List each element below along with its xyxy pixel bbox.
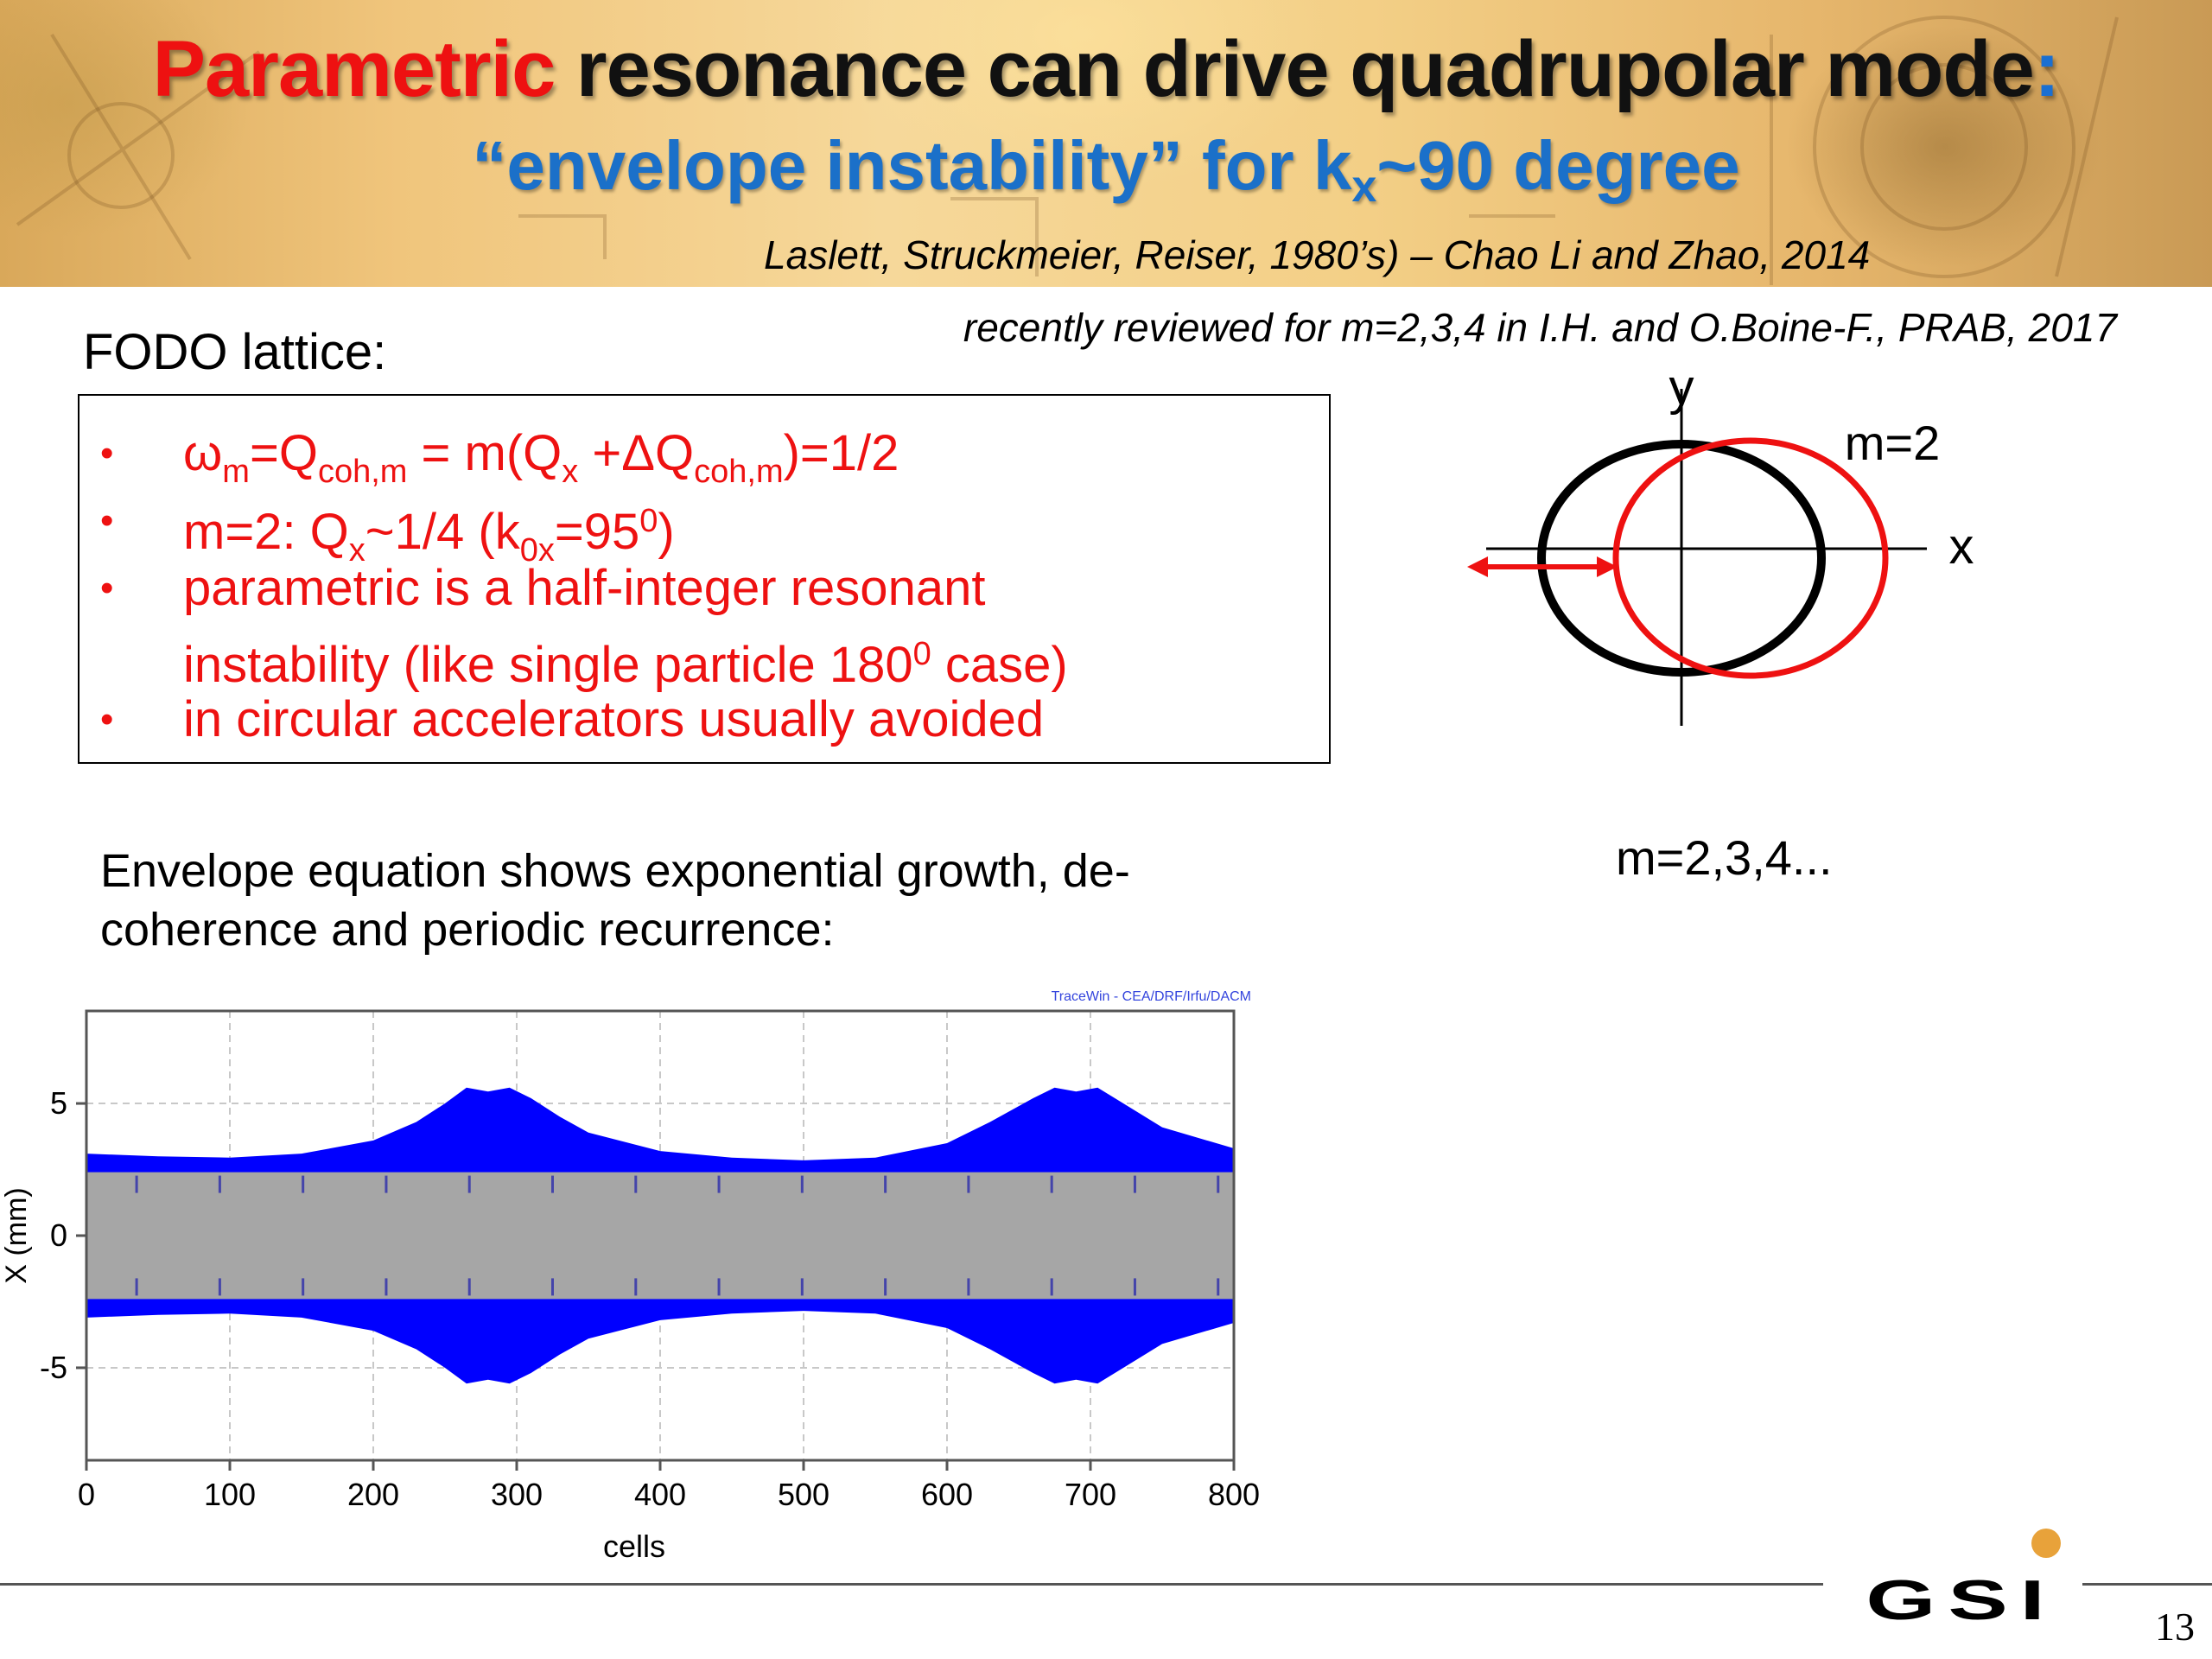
subtitle-sub: x	[1351, 162, 1377, 212]
superscript: 0	[912, 636, 931, 672]
chart-ticks: 0 100 200 300 400 500 600 700 800 5 0 -5	[40, 1085, 1260, 1512]
title-black: resonance can drive quadrupolar mode	[555, 25, 2035, 113]
x-tick-label: 0	[78, 1477, 95, 1512]
eq-part: instability (like single particle 180	[183, 637, 913, 693]
x-tick-label: 600	[921, 1477, 973, 1512]
bullet-2-text: m=2: Qx~1/4 (k0x=950)	[183, 487, 675, 584]
banner-decoration	[16, 16, 2119, 285]
bullet-dot: •	[100, 432, 114, 474]
x-tick-label: 400	[634, 1477, 686, 1512]
footer-rule	[0, 1583, 1823, 1586]
subtitle-pre: “envelope instability” for k	[472, 127, 1352, 204]
page-number: 13	[2155, 1605, 2195, 1649]
subscript: coh,m	[317, 454, 408, 490]
bullet-3-line1: parametric is a half-integer resonant	[183, 560, 986, 616]
bullet-dot: •	[100, 698, 114, 741]
envelope-line2: coherence and periodic recurrence:	[100, 904, 835, 956]
x-tick-label: 200	[347, 1477, 399, 1512]
subscript: m	[222, 454, 250, 490]
x-tick-label: 500	[778, 1477, 830, 1512]
bullet-4-text: in circular accelerators usually avoided	[183, 691, 1045, 747]
y-tick-label: 5	[50, 1085, 67, 1121]
review-note: recently reviewed for m=2,3,4 in I.H. an…	[963, 305, 2117, 350]
chart-watermark: TraceWin - CEA/DRF/Irfu/DACM	[1052, 989, 1251, 1004]
x-label: x	[1949, 518, 1974, 575]
eq-part: ~1/4 (k	[365, 504, 520, 560]
logo-text: GSI	[1866, 1570, 2056, 1626]
logo-dot	[2031, 1529, 2061, 1558]
slide-title: Parametric resonance can drive quadrupol…	[0, 24, 2212, 115]
x-axis-label: cells	[603, 1529, 665, 1564]
eq-part: =95	[554, 504, 640, 560]
eq-part: )	[658, 504, 675, 560]
arrow-left-head-icon	[1467, 556, 1488, 577]
bullet-dot: •	[100, 567, 114, 609]
subscript: x	[348, 532, 365, 569]
aperture-band	[86, 1172, 1234, 1300]
subtitle-post: ~90 degree	[1376, 127, 1740, 204]
bullet-3-line2: instability (like single particle 1800 c…	[183, 620, 1068, 699]
y-tick-label: 0	[50, 1217, 67, 1253]
fodo-bullet-box: • ωm=Qcoh,m = m(Qx +ΔQcoh,m)=1/2 • m=2: …	[78, 394, 1331, 764]
envelope-line1: Envelope equation shows exponential grow…	[100, 845, 1130, 897]
unperturbed-ellipse	[1537, 440, 1826, 677]
omega-symbol: ω	[183, 425, 223, 481]
eq-part: case)	[931, 637, 1068, 693]
x-tick-label: 800	[1208, 1477, 1260, 1512]
title-colon: :	[2033, 25, 2061, 113]
y-tick-label: -5	[40, 1350, 67, 1385]
eq-part: +ΔQ	[578, 425, 695, 481]
modes-label: m=2,3,4...	[1616, 830, 1833, 885]
mode-diagram: y x m=2	[1467, 363, 1974, 726]
footer-rule-right	[2082, 1583, 2212, 1586]
envelope-description: Envelope equation shows exponential grow…	[100, 842, 1310, 959]
x-tick-label: 300	[491, 1477, 543, 1512]
arrow-right-head-icon	[1597, 556, 1618, 577]
perturbed-ellipse	[1612, 437, 1889, 679]
title-banner: Parametric resonance can drive quadrupol…	[0, 0, 2212, 287]
bullet-dot: •	[100, 499, 114, 542]
x-tick-label: 700	[1065, 1477, 1116, 1512]
eq-part: =Q	[249, 425, 318, 481]
y-axis-label: X (mm)	[0, 1187, 33, 1283]
eq-part: )=1/2	[783, 425, 899, 481]
envelope-chart: 0 100 200 300 400 500 600 700 800 5 0 -5 TraceWin -…	[0, 989, 1260, 1564]
eq-part: = m(Q	[407, 425, 563, 481]
bullet-1-text: ωm=Qcoh,m = m(Qx +ΔQcoh,m)=1/2	[183, 420, 899, 505]
y-label: y	[1669, 363, 1694, 416]
subscript: 0x	[519, 532, 555, 569]
mode-label: m=2	[1845, 416, 1941, 470]
element-markers	[135, 1175, 1220, 1296]
subscript: coh,m	[694, 454, 784, 490]
title-red: Parametric	[152, 25, 556, 113]
fodo-label: FODO lattice:	[83, 324, 387, 380]
slide-subtitle: “envelope instability” for kx~90 degree	[0, 126, 2212, 213]
superscript: 0	[639, 503, 658, 539]
x-tick-label: 100	[204, 1477, 256, 1512]
reference-line: Laslett, Struckmeier, Reiser, 1980’s) – …	[764, 232, 1871, 277]
gsi-logo: GSI	[1866, 1529, 2061, 1626]
subscript: x	[562, 454, 579, 490]
eq-part: m=2: Q	[183, 504, 349, 560]
